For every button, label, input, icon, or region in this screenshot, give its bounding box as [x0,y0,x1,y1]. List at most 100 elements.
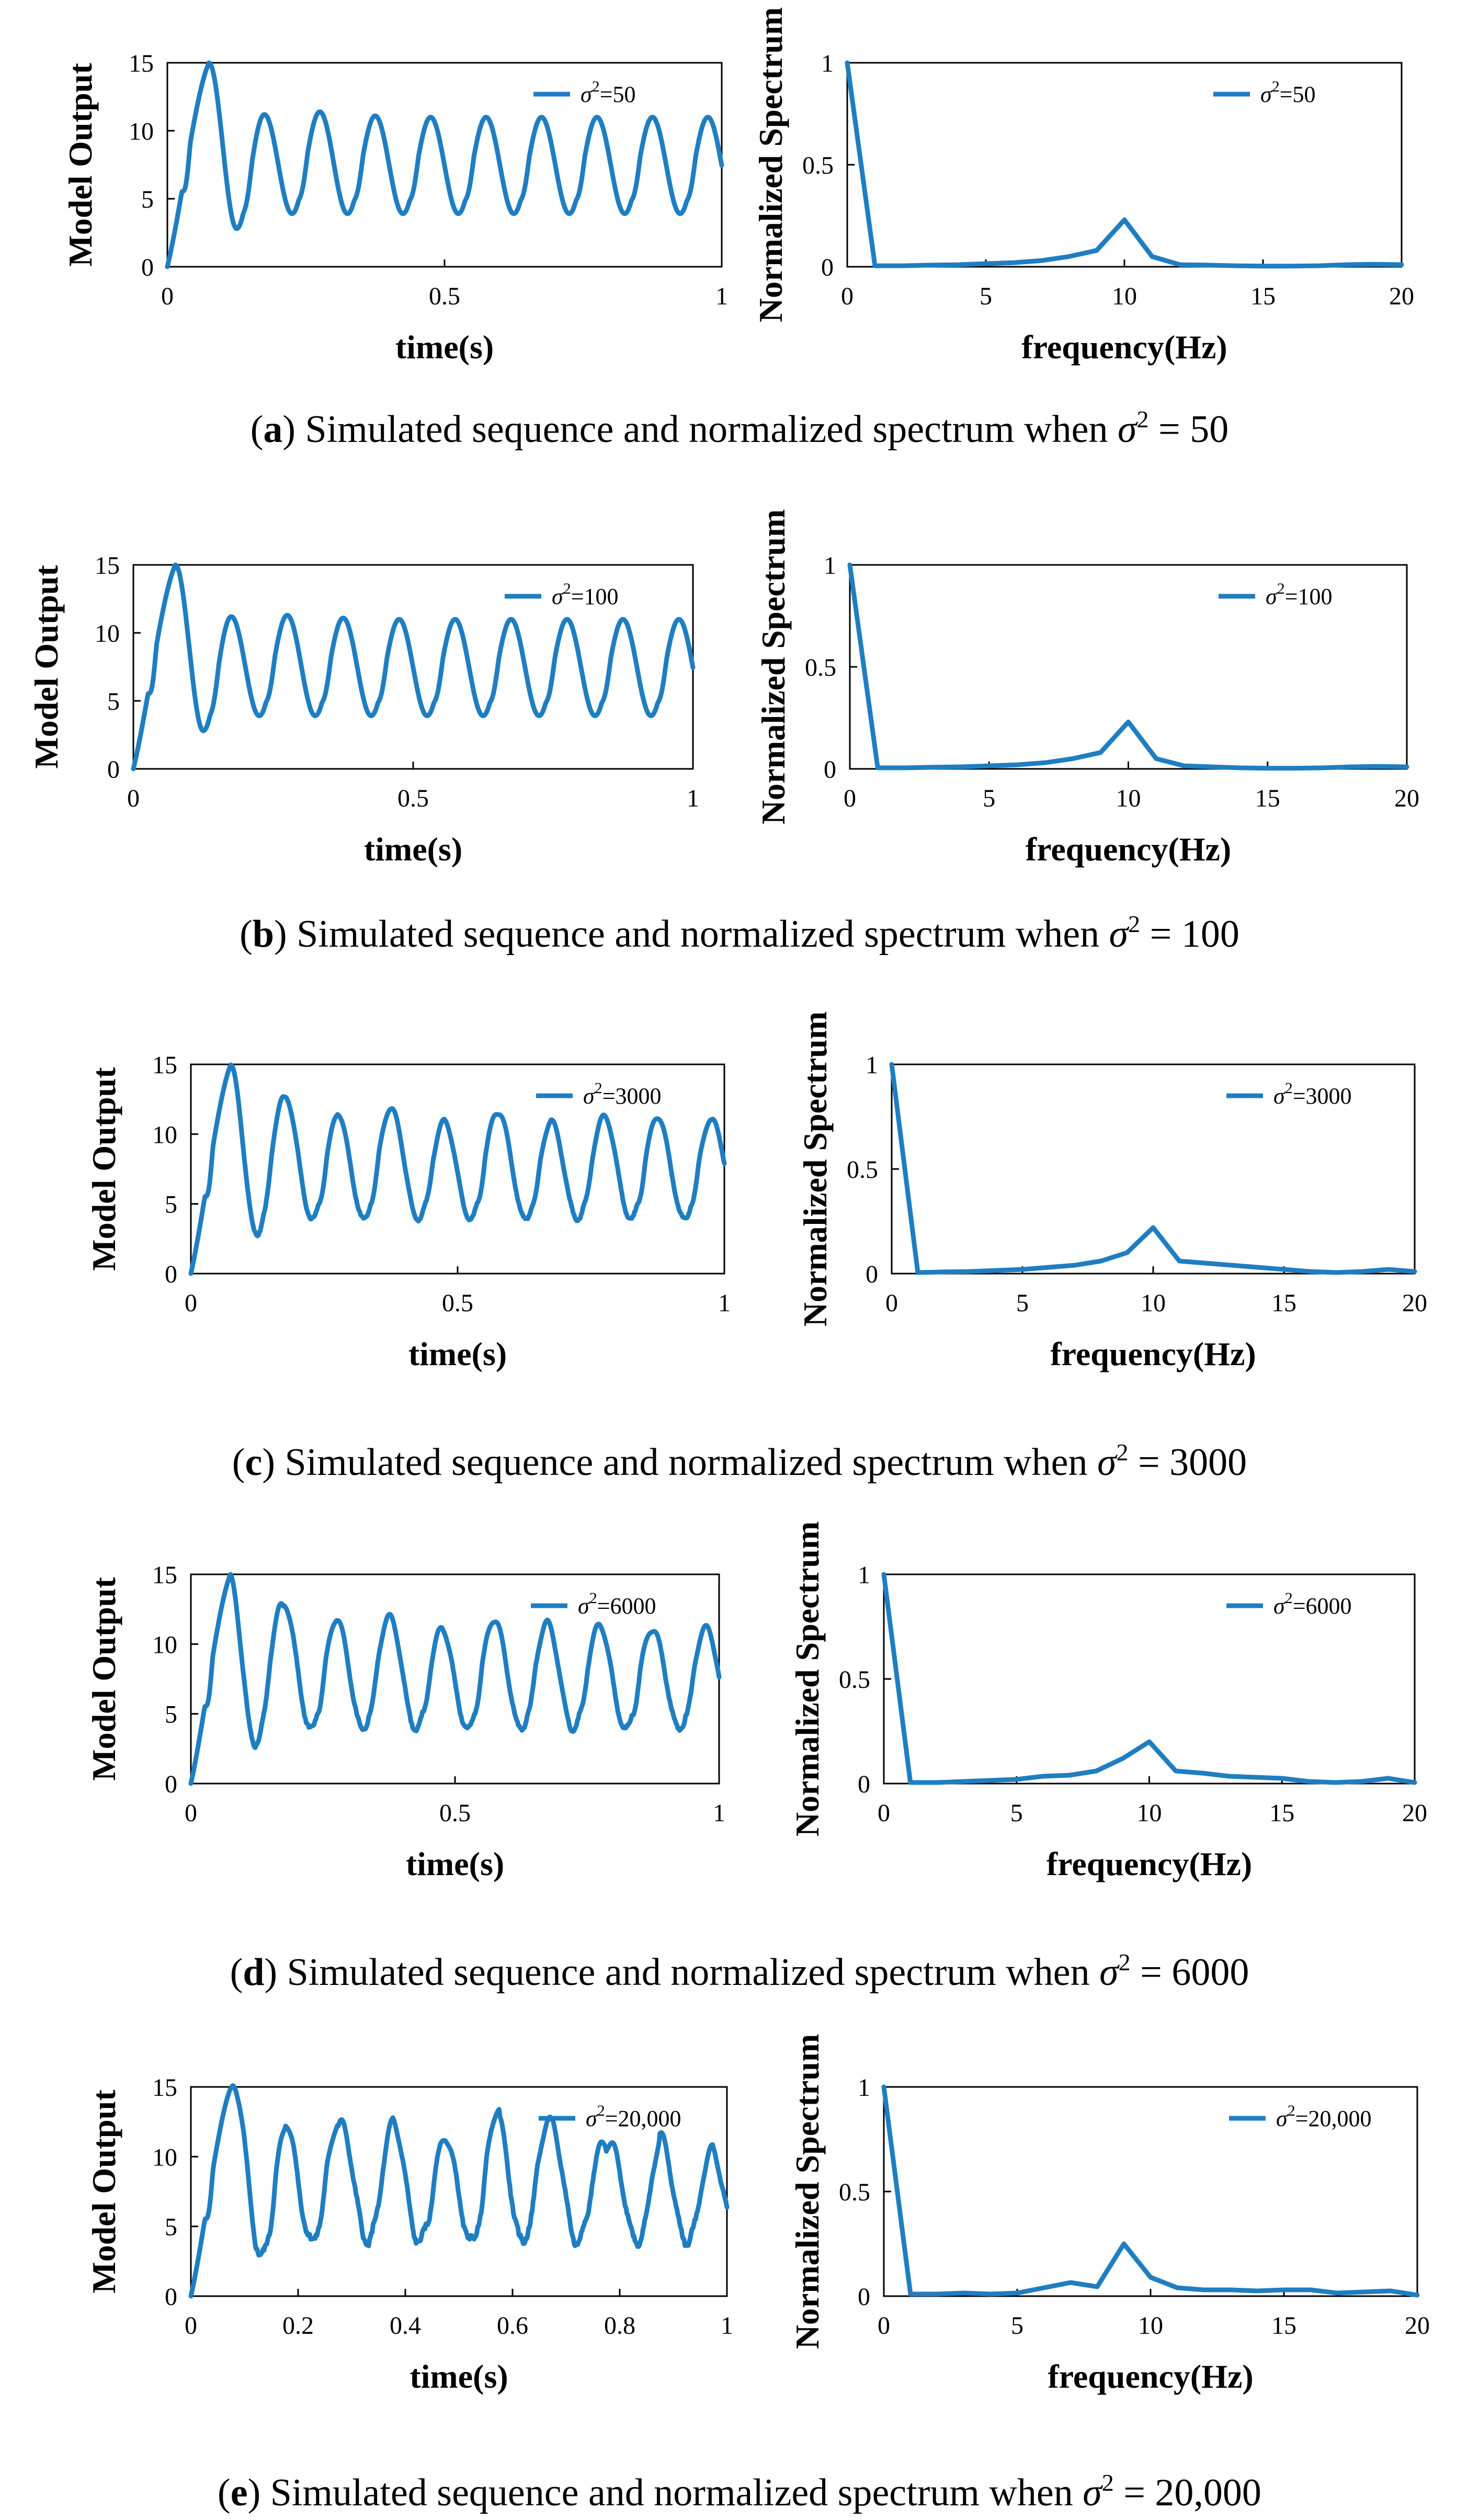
panel-e-spectrum-ytick-label: 0.5 [839,2178,870,2206]
panel-a-spectrum-xtick-label: 15 [1250,282,1276,310]
panel-e-time-xtick-label: 0 [185,2312,197,2340]
panel-d-spectrum-axes: 0 5 10 15 20 0 0.5 1 frequency(Hz) Normalized Spe… [789,1522,1427,1882]
panel-c-time-ytick-label: 10 [152,1121,177,1149]
panel-c-time-series-line [188,1062,727,1276]
panel-b-spectrum-xtick-label: 5 [983,785,995,812]
panel-b-spectrum-ytick-label: 0.5 [805,654,836,682]
panel-b-spectrum-xtick-label: 10 [1116,785,1141,812]
panel-a-spectrum-legend-label: σ2=50 [1260,78,1316,107]
panel-b-spectrum-series-line [847,562,1409,771]
panel-c-spectrum-xtick-label: 0 [885,1289,898,1317]
panel-d-spectrum-ytick-label: 1 [858,1561,870,1589]
panel-c-spectrum-xtick-label: 10 [1141,1289,1166,1317]
panel-e-time-xtick-label: 0.4 [390,2312,421,2340]
panel-e-time-xtick-label: 1 [721,2312,733,2340]
panel-b-spectrum-xtick-label: 0 [844,785,856,812]
panel-b-spectrum-xlabel: frequency(Hz) [1026,831,1231,868]
panel-a-spectrum-series-line [845,60,1404,269]
panel-c-spectrum-xtick-label: 5 [1016,1289,1029,1317]
panel-e-caption: (e) Simulated sequence and normalized sp… [218,2469,1261,2514]
panel-b-time-ytick-label: 5 [107,688,120,716]
panel-e-time-legend-label: σ2=20,000 [586,2102,681,2131]
panel-a-time-ytick-label: 0 [141,254,154,281]
panel-d-caption: (d) Simulated sequence and normalized sp… [230,1949,1249,1994]
panel-e-spectrum-xtick-label: 5 [1011,2312,1023,2340]
panel-b-time-ytick-label: 15 [95,552,120,580]
panel-e-time-plot-frame [190,2086,728,2297]
panel-b-time-ytick-label: 10 [95,620,120,648]
panel-a-time-xtick-label: 0 [161,282,174,310]
panel-c-spectrum-ytick-label: 1 [866,1051,878,1079]
panel-b-spectrum-ytick-label: 0 [824,756,836,784]
panel-b-spectrum-xtick-label: 20 [1394,785,1419,812]
panel-d-time-xtick-label: 0.5 [439,1799,471,1827]
panel-d-time-xtick-label: 0 [185,1799,197,1827]
panel-d-spectrum-ytick-label: 0.5 [839,1666,870,1694]
panel-d-time-legend-label: σ2=6000 [578,1590,656,1619]
panel-a-time-xtick-label: 0.5 [429,282,460,310]
panel-b-caption: (b) Simulated sequence and normalized sp… [240,911,1239,956]
panel-c-spectrum-series-line [889,1062,1417,1275]
panel-d-spectrum-xlabel: frequency(Hz) [1046,1845,1252,1882]
panel-c-spectrum-ylabel: Normalized Spectrum [797,1012,834,1327]
panel-a-spectrum-ytick-label: 0.5 [802,152,834,179]
panel-e-time-xtick-label: 0.6 [497,2312,528,2340]
panel-a-spectrum-axes: 0 5 10 15 20 0 0.5 1 frequency(Hz) Normalized Spe… [752,7,1414,366]
panel-a-time-legend-label: σ2=50 [581,78,636,107]
panel-a-caption: (a) Simulated sequence and normalized sp… [251,406,1229,451]
panel-b-time-xtick-label: 0.5 [397,785,429,812]
panel-d-spectrum-xtick-label: 20 [1402,1799,1427,1827]
panel-a-spectrum-xlabel: frequency(Hz) [1021,328,1227,366]
panel-d-spectrum-xtick-label: 5 [1010,1799,1023,1827]
panel-c-spectrum-xtick-label: 20 [1402,1289,1427,1317]
panel-e-time-ylabel: Model Output [85,2090,122,2294]
panel-b-time-xlabel: time(s) [364,831,462,868]
panel-a-time-ytick-label: 10 [129,118,154,145]
panel-e-time-ytick-label: 0 [165,2283,177,2311]
panel-e-spectrum-xtick-label: 0 [878,2312,890,2340]
panel-e-spectrum-legend-label: σ2=20,000 [1276,2102,1372,2131]
panel-c-time-ytick-label: 5 [165,1191,177,1219]
panel-d-time-ytick-label: 10 [152,1631,177,1659]
panel-c-spectrum-legend-label: σ2=3000 [1273,1080,1352,1109]
panel-d-spectrum-ytick-label: 0 [858,1770,870,1798]
panel-b-spectrum-axes: 0 5 10 15 20 0 0.5 1 frequency(Hz) Normalized Spe… [755,509,1419,868]
panel-d-time-ytick-label: 15 [152,1561,177,1589]
panel-d-spectrum-xtick-label: 0 [878,1799,890,1827]
panel-e-spectrum-xtick-label: 20 [1405,2312,1430,2340]
panel-b-spectrum-xtick-label: 15 [1255,785,1280,812]
panel-d-spectrum-series-line [881,1572,1417,1785]
panel-c-spectrum-ytick-label: 0.5 [847,1156,878,1184]
panel-d-time-xtick-label: 1 [713,1799,725,1827]
panel-b-spectrum-ytick-label: 1 [824,552,836,580]
panel-a-spectrum-ytick-label: 0 [821,254,834,281]
panel-a-time-series-line [165,60,724,269]
panel-b-time-ylabel: Model Output [28,565,65,769]
panel-e-spectrum-ytick-label: 0 [858,2283,870,2311]
panel-e-time-ytick-label: 10 [152,2143,177,2171]
panel-e-spectrum-axes: 0 5 10 15 20 0 0.5 1 frequency(Hz) Normalized Spe… [789,2034,1430,2395]
panel-a-time-ylabel: Model Output [62,63,99,267]
panel-b-spectrum-ylabel: Normalized Spectrum [755,509,792,825]
panel-a-spectrum-xtick-label: 10 [1112,282,1137,310]
panel-a-spectrum-xtick-label: 20 [1389,282,1414,310]
panel-c-time-xtick-label: 0.5 [442,1289,473,1317]
panel-c-caption: (c) Simulated sequence and normalized sp… [232,1439,1247,1484]
panel-b-time-ytick-label: 0 [107,756,120,784]
panel-c-spectrum-xlabel: frequency(Hz) [1050,1335,1256,1372]
panel-d-time-ylabel: Model Output [85,1577,122,1781]
panel-b-spectrum-legend-label: σ2=100 [1266,580,1333,609]
panel-e-spectrum-ytick-label: 1 [858,2074,870,2102]
panel-e-time-series-line [188,2083,730,2299]
panel-a-time-xlabel: time(s) [395,328,494,366]
panel-e-spectrum-series-line [881,2084,1420,2298]
panel-d-spectrum-legend-label: σ2=6000 [1273,1590,1352,1619]
panel-c-time-ylabel: Model Output [85,1067,122,1271]
panel-d-time-ytick-label: 5 [165,1701,177,1729]
